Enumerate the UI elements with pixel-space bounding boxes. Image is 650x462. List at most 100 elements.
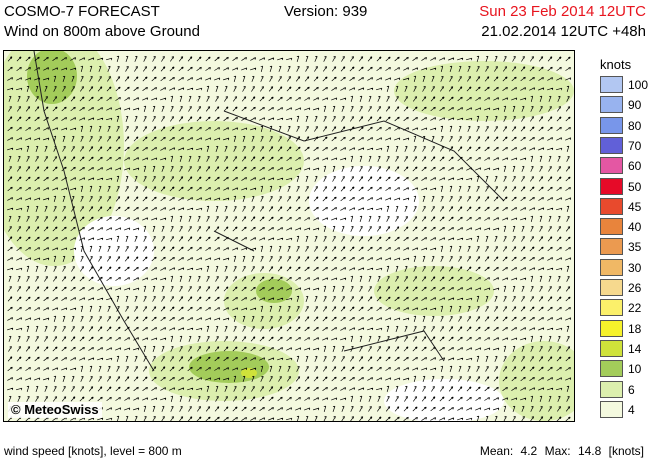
footer-stats: Mean: 4.2 Max: 14.8 [knots] — [476, 444, 644, 458]
wind-arrow — [80, 185, 84, 192]
wind-arrow — [439, 346, 445, 352]
wind-arrow — [79, 166, 85, 172]
wind-arrow — [286, 107, 293, 111]
wind-arrow — [151, 267, 157, 271]
wind-arrow — [242, 315, 246, 322]
wind-arrow — [115, 107, 122, 111]
wind-arrow — [385, 286, 391, 292]
wind-arrow — [116, 185, 120, 192]
wind-arrow — [7, 77, 13, 81]
wind-arrow — [440, 185, 444, 192]
wind-arrow — [215, 145, 219, 152]
wind-arrow — [331, 157, 338, 161]
wind-arrow — [448, 336, 454, 342]
wind-arrow — [70, 346, 76, 352]
wind-arrow — [70, 276, 76, 282]
wind-arrow — [511, 136, 517, 142]
wind-arrow — [511, 186, 517, 192]
wind-arrow — [70, 57, 76, 61]
wind-arrow — [98, 65, 102, 72]
wind-arrow — [313, 196, 319, 202]
wind-arrow — [277, 227, 283, 231]
wind-arrow — [179, 406, 183, 412]
wind-arrow — [332, 285, 336, 292]
wind-arrow — [259, 57, 266, 61]
wind-arrow — [115, 326, 121, 332]
wind-arrow — [403, 356, 409, 362]
wind-arrow — [106, 347, 113, 351]
wind-arrow — [106, 336, 112, 342]
wind-arrow — [88, 206, 94, 212]
wind-arrow — [295, 97, 301, 101]
wind-arrow — [268, 386, 274, 392]
wind-arrow — [7, 66, 13, 72]
wind-arrow — [169, 87, 176, 91]
wind-arrow — [349, 56, 355, 62]
wind-arrow — [377, 95, 381, 102]
wind-arrow — [493, 167, 500, 171]
wind-arrow — [557, 286, 562, 292]
wind-arrow — [61, 67, 68, 71]
wind-arrow — [341, 56, 345, 62]
wind-arrow — [557, 95, 561, 102]
wind-arrow — [161, 236, 165, 242]
wind-arrow — [16, 236, 22, 242]
wind-arrow — [187, 147, 194, 151]
wind-arrow — [259, 106, 265, 112]
wind-arrow — [304, 146, 310, 152]
wind-arrow — [520, 126, 526, 132]
wind-arrow — [458, 376, 462, 382]
wind-arrow — [548, 286, 552, 292]
wind-arrow — [62, 86, 66, 92]
wind-map[interactable]: © MeteoSwiss — [3, 50, 575, 422]
wind-arrow — [214, 176, 220, 182]
wind-arrow — [26, 205, 30, 212]
wind-arrow — [259, 216, 265, 222]
wind-arrow — [385, 257, 392, 261]
wind-arrow — [268, 357, 275, 361]
wind-arrow — [476, 65, 480, 72]
wind-arrow — [17, 346, 22, 352]
wind-arrow — [115, 76, 121, 82]
wind-arrow — [232, 216, 238, 222]
wind-arrow — [259, 226, 265, 232]
wind-arrow — [25, 296, 31, 302]
wind-arrow — [394, 67, 400, 71]
wind-arrow — [358, 77, 364, 81]
wind-arrow — [331, 136, 337, 142]
wind-arrow — [197, 95, 201, 102]
wind-arrow — [403, 176, 409, 182]
wind-arrow — [556, 126, 562, 132]
wind-arrow — [79, 276, 85, 282]
wind-arrow — [35, 205, 39, 212]
wind-arrow — [205, 236, 211, 242]
wind-arrow — [106, 407, 113, 411]
wind-arrow — [188, 106, 192, 112]
wind-arrow — [80, 65, 84, 72]
wind-arrow — [313, 256, 319, 262]
wind-arrow — [88, 297, 95, 301]
wind-arrow — [556, 366, 562, 372]
wind-arrow — [142, 316, 148, 322]
wind-arrow — [16, 137, 23, 141]
wind-arrow — [538, 66, 544, 72]
wind-arrow — [169, 207, 176, 211]
wind-arrow — [439, 156, 445, 162]
wind-arrow — [260, 315, 264, 322]
wind-arrow — [269, 305, 273, 312]
wind-arrow — [268, 266, 274, 272]
wind-arrow — [394, 137, 401, 141]
wind-arrow — [511, 387, 517, 391]
wind-arrow — [439, 266, 445, 272]
wind-arrow — [260, 75, 264, 82]
wind-arrow — [394, 106, 400, 112]
wind-arrow — [214, 166, 220, 172]
wind-arrow — [70, 127, 77, 131]
wind-arrow — [133, 337, 140, 341]
wind-arrow — [538, 236, 544, 242]
wind-arrow — [196, 377, 203, 381]
wind-arrow — [7, 387, 14, 391]
wind-arrow — [367, 246, 373, 252]
wind-arrow — [376, 87, 383, 91]
field-northwest-core — [27, 51, 77, 104]
